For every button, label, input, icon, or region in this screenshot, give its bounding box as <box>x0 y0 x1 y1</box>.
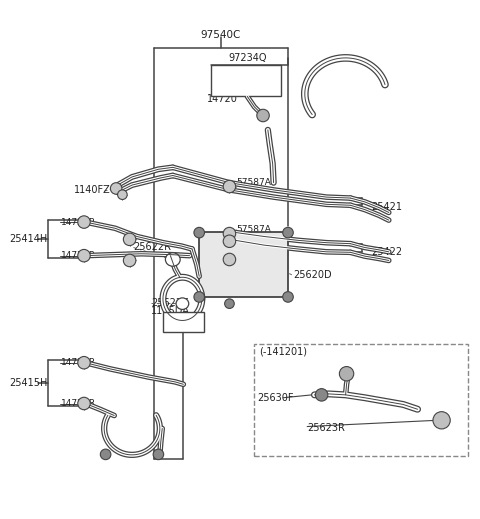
Ellipse shape <box>176 298 189 309</box>
Circle shape <box>223 253 236 266</box>
Circle shape <box>223 180 236 193</box>
Circle shape <box>223 227 236 240</box>
Text: 1472AR: 1472AR <box>61 358 96 367</box>
Text: 1472AR: 1472AR <box>61 399 96 408</box>
Circle shape <box>118 190 127 199</box>
Text: 25415H: 25415H <box>10 378 48 388</box>
Circle shape <box>283 227 293 238</box>
Circle shape <box>153 449 164 460</box>
Circle shape <box>123 233 136 245</box>
Text: 57587A: 57587A <box>237 178 272 187</box>
Bar <box>254 344 468 456</box>
Circle shape <box>78 216 90 228</box>
Text: 25623R: 25623R <box>307 424 345 433</box>
Circle shape <box>100 449 111 460</box>
Circle shape <box>194 292 204 302</box>
Circle shape <box>433 412 450 429</box>
Circle shape <box>339 366 354 381</box>
Circle shape <box>78 397 90 409</box>
Text: 14720: 14720 <box>207 94 238 104</box>
Text: 25620D: 25620D <box>293 270 331 280</box>
Circle shape <box>78 250 90 262</box>
Text: 25630F: 25630F <box>168 318 204 328</box>
Text: 1472AN
1472AY: 1472AN 1472AY <box>227 71 265 93</box>
Text: 25622R: 25622R <box>133 242 171 253</box>
Text: 1472AR: 1472AR <box>61 217 96 227</box>
Bar <box>199 232 288 297</box>
Text: (-141201): (-141201) <box>259 347 307 357</box>
Text: 97234Q: 97234Q <box>228 53 266 63</box>
Circle shape <box>225 299 234 308</box>
Text: 25414H: 25414H <box>10 234 48 244</box>
Text: 1140FZ: 1140FZ <box>74 185 111 195</box>
Text: 25630F: 25630F <box>257 393 293 403</box>
Text: 1472AR: 1472AR <box>61 251 96 260</box>
Text: 1125DA: 1125DA <box>151 306 190 316</box>
Circle shape <box>110 183 122 194</box>
Circle shape <box>123 254 136 267</box>
Circle shape <box>315 389 328 401</box>
Bar <box>163 312 204 333</box>
Text: 25623T: 25623T <box>151 298 188 308</box>
Bar <box>211 65 281 97</box>
Circle shape <box>257 110 269 122</box>
Text: 25422: 25422 <box>371 247 402 257</box>
Text: 57587A: 57587A <box>237 237 272 246</box>
Text: 25421: 25421 <box>371 202 402 212</box>
Text: 97540C: 97540C <box>201 30 241 40</box>
Text: 57587A: 57587A <box>237 225 272 234</box>
Circle shape <box>194 227 204 238</box>
Text: 57587A: 57587A <box>237 255 272 264</box>
Circle shape <box>78 357 90 369</box>
Circle shape <box>223 235 236 248</box>
Circle shape <box>283 292 293 302</box>
Ellipse shape <box>166 253 180 266</box>
